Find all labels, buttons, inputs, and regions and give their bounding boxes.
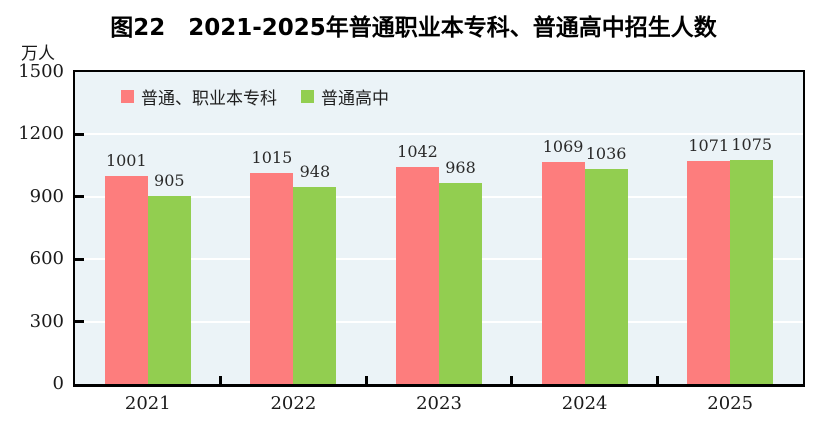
x-axis-tick [510,376,514,384]
bar-2025-series1 [687,161,731,384]
bar-2021-series2 [147,195,191,384]
legend-item-2: 普通高中 [301,84,389,109]
legend-label: 普通、职业本专科 [141,89,277,109]
plot-area [73,70,805,387]
y-axis-unit-label: 万人 [21,44,55,64]
bar-2022-series1 [250,172,294,384]
bar-2022-series2 [293,186,337,384]
legend-label: 普通高中 [321,89,389,109]
bar-2024-series2 [584,168,628,384]
legend-swatch-icon [301,90,314,103]
gridline [75,133,803,136]
y-axis-tick [75,320,84,324]
x-axis-tick-label: 2021 [124,393,171,414]
y-axis-tick-label: 0 [52,373,64,394]
bar-value-label: 905 [154,170,185,190]
bar-value-label: 1071 [688,136,730,156]
y-axis-tick-label: 900 [29,185,64,207]
bar-value-label: 1042 [397,142,438,162]
bar-2023-series1 [396,167,439,384]
bar-2021-series1 [104,175,148,384]
y-axis-tick [75,132,84,136]
bar-value-label: 1015 [251,147,293,167]
bar-value-label: 1069 [542,136,584,156]
bar-2024-series1 [541,161,585,384]
y-axis-tick-label: 1200 [18,123,64,145]
bar-value-label: 968 [445,157,476,177]
y-axis-tick-label: 300 [29,310,64,332]
x-axis-tick [364,376,368,384]
x-axis-tick-label: 2024 [561,393,608,414]
bar-value-label: 948 [299,161,331,181]
y-axis-tick-label: 600 [29,248,64,270]
bar-2023-series2 [439,182,482,384]
x-axis-tick-label: 2025 [707,393,754,414]
bar-2025-series2 [730,160,774,384]
x-axis-tick-label: 2022 [270,393,317,414]
y-axis-tick [75,195,84,199]
x-axis-tick [219,376,223,384]
y-axis-tick-label: 1500 [18,61,64,82]
bar-value-label: 1001 [105,150,147,170]
x-axis-tick-label: 2023 [416,393,462,414]
chart-title: 图22 2021-2025年普通职业本专科、普通高中招生人数 [110,15,717,41]
bar-value-label: 1075 [731,135,773,155]
legend: 普通、职业本专科 普通高中 [121,84,389,109]
legend-item-1: 普通、职业本专科 [121,84,277,109]
y-axis-tick [75,257,84,261]
bar-value-label: 1036 [585,143,627,163]
legend-swatch-icon [121,90,134,103]
x-axis-tick [655,376,659,384]
